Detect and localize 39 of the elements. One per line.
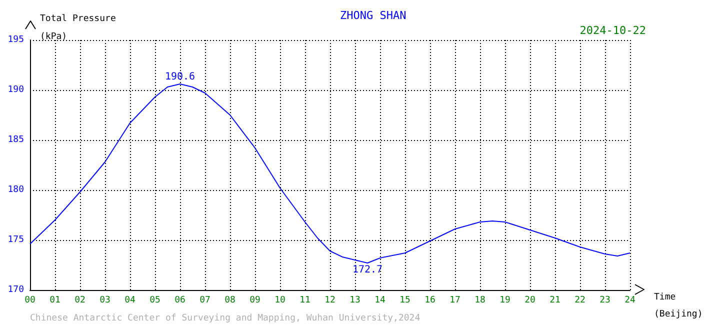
annotation: 172.7 <box>352 264 383 276</box>
x-tick-label: 23 <box>600 296 610 306</box>
x-tick-label: 16 <box>424 296 436 306</box>
annotation: 190.6 <box>164 72 196 82</box>
x-axis-title: Time (Beijing) <box>654 292 703 320</box>
x-tick-label: 18 <box>474 296 486 306</box>
text: 2024-10-22 <box>580 24 646 37</box>
y-tick-label: 180 <box>8 185 24 195</box>
y-tick-label: 195 <box>8 35 24 45</box>
line-series <box>30 84 630 264</box>
x-tick-label: 10 <box>274 296 286 306</box>
y-tick-label: 170 <box>8 285 24 295</box>
x-tick-label: 24 <box>624 296 636 306</box>
x-tick-label: 15 <box>400 296 410 306</box>
x-tick-label: 01 <box>50 296 60 306</box>
y-axis-title: Total Pressure (kPa) <box>40 14 116 42</box>
y-tick-label: 190 <box>8 85 24 95</box>
x-tick-label: 03 <box>100 296 110 306</box>
x-tick-label: 11 <box>300 296 310 306</box>
x-tick-label: 13 <box>350 296 360 306</box>
x-tick-label: 19 <box>500 296 510 306</box>
chart-title: ZHONG SHAN <box>340 9 406 22</box>
x-tick-label: 22 <box>574 296 586 306</box>
x-tick-label: 17 <box>450 296 460 306</box>
y-tick-label: 175 <box>8 235 24 245</box>
x-tick-label: 02 <box>74 296 86 306</box>
x-tick-label: 09 <box>250 296 260 306</box>
x-tick-label: 20 <box>524 296 536 306</box>
x-tick-label: 07 <box>200 296 210 306</box>
x-tick-label: 14 <box>374 296 386 306</box>
x-tick-label: 05 <box>150 296 160 306</box>
x-tick-label: 12 <box>324 296 336 306</box>
text: Chinese Antarctic Center of Surveying and Mapping, Wuhan University,2024 <box>30 314 420 324</box>
x-tick-label: 00 <box>24 296 36 306</box>
x-tick-label: 04 <box>124 296 136 306</box>
x-tick-label: 21 <box>550 296 560 306</box>
y-tick-label: 185 <box>8 135 24 145</box>
x-tick-label: 06 <box>174 296 186 306</box>
x-tick-label: 08 <box>224 296 236 306</box>
